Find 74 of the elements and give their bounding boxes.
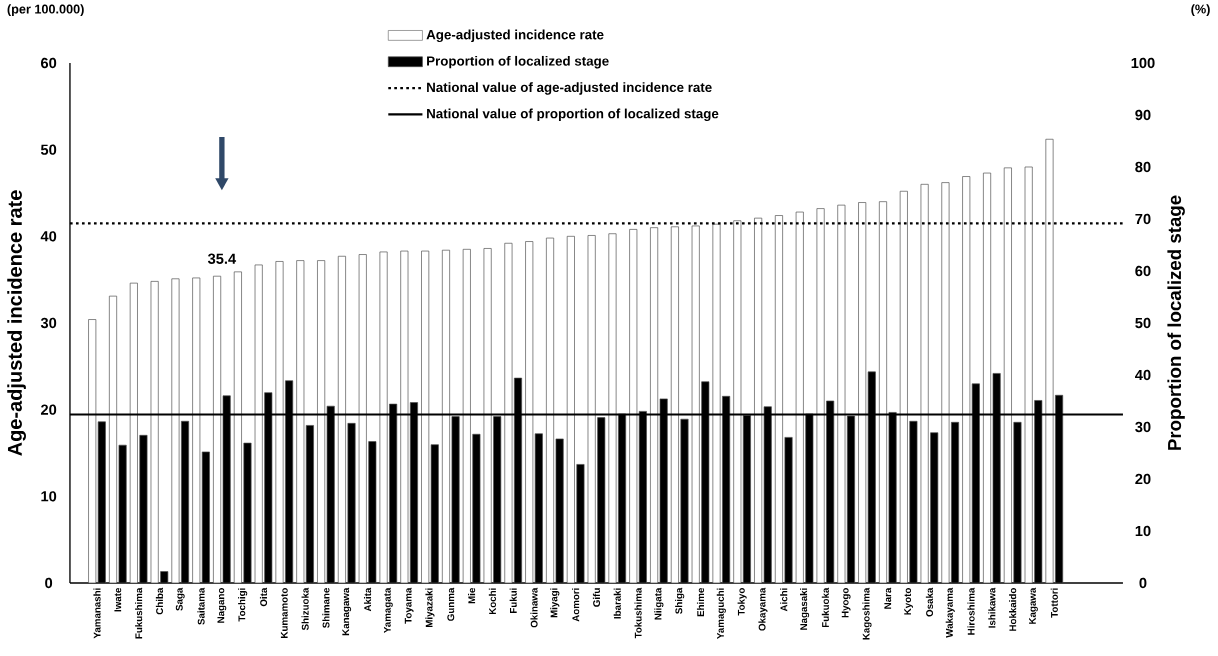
legend-label: National value of proportion of localized stage: [427, 108, 719, 122]
x-tick-label: Shiga: [675, 587, 685, 614]
y-axis-title: Age-adjusted incidence rate: [7, 190, 26, 456]
y2-tick-label: 80: [1135, 161, 1151, 173]
x-tick-label: Nagano: [217, 588, 227, 623]
x-tick-label: Kagoshima: [862, 587, 872, 640]
x-tick-label: Kanagawa: [342, 587, 352, 636]
legend-label: Proportion of localized stage: [427, 55, 609, 69]
x-tick-label: Mie: [468, 588, 476, 604]
x-tick-label: Okinawa: [530, 587, 538, 628]
y2-tick-label: 40: [1135, 369, 1151, 381]
text: (%): [1191, 4, 1210, 17]
x-tick-label: Miyazaki: [425, 588, 435, 628]
x-tick-label: Kochi: [488, 588, 496, 615]
x-tick-label: Kumamoto: [280, 588, 288, 638]
legend-label: Age-adjusted incidence rate: [426, 29, 604, 43]
x-tick-label: Ishikawa: [988, 587, 996, 628]
x-tick-label: Yamaguchi: [716, 588, 726, 639]
y2-tick-label: 20: [1135, 473, 1151, 485]
y-tick-label: 30: [40, 317, 57, 329]
y2-tick-label: 50: [1135, 317, 1151, 329]
x-tick-label: Saitama: [197, 587, 205, 625]
x-tick-label: Okayama: [758, 587, 768, 631]
y-tick-label: 60: [41, 57, 57, 69]
legend-label: National value of age-adjusted incidence rate: [427, 82, 712, 95]
x-tick-label: Kyoto: [904, 588, 913, 615]
x-tick-label: Tochigi: [238, 588, 248, 622]
x-tick-label: Fukushima: [135, 587, 143, 639]
x-tick-label: Nagasaki: [800, 588, 810, 630]
x-tick-label: Fukui: [509, 588, 517, 613]
x-tick-label: Toyama: [404, 587, 414, 624]
x-tick-label: Kagawa: [1029, 587, 1038, 624]
x-tick-label: Aomori: [572, 588, 580, 622]
x-tick-label: Wakayama: [945, 587, 955, 638]
y2-tick-label: 0: [1139, 577, 1147, 589]
x-tick-label: Miyagi: [550, 588, 560, 618]
x-tick-label: Yamanashi: [93, 588, 101, 639]
x-tick-label: Fukuoka: [821, 587, 829, 628]
x-tick-label: Yamagata: [383, 587, 393, 633]
x-tick-label: Niigata: [654, 587, 664, 620]
x-tick-label: Tottori: [1050, 588, 1058, 618]
y2-tick-label: 60: [1135, 265, 1151, 277]
y2-tick-label: 100: [1131, 57, 1155, 69]
x-tick-label: Chiba: [155, 587, 164, 615]
y-tick-label: 40: [40, 231, 57, 242]
x-tick-label: Saga: [175, 587, 185, 611]
y2-tick-label: 70: [1135, 213, 1151, 225]
y2-tick-label: 90: [1135, 109, 1151, 121]
y-tick-label: 10: [41, 491, 57, 502]
y-tick-label: 0: [45, 577, 53, 589]
x-tick-label: Iwate: [114, 588, 122, 612]
y-tick-label: 50: [40, 144, 57, 155]
x-tick-label: Tokyo: [737, 588, 747, 616]
x-tick-label: Gunma: [447, 587, 455, 621]
y-tick-label: 20: [40, 404, 57, 415]
y2-axis-title: Proportion of localized stage: [1167, 195, 1185, 450]
y2-tick-label: 30: [1135, 421, 1151, 433]
x-tick-label: Shizuoka: [301, 587, 309, 631]
x-tick-label: Osaka: [925, 587, 933, 617]
y2-tick-label: 10: [1135, 525, 1151, 537]
x-tick-label: Hokkaido: [1009, 588, 1017, 631]
x-tick-label: Hyogo: [841, 588, 851, 618]
x-tick-label: Nara: [884, 587, 892, 609]
x-tick-label: Tokushima: [634, 587, 642, 639]
annotation: 35.4: [207, 253, 237, 264]
x-tick-label: Oita: [259, 587, 268, 607]
x-tick-label: Aichi: [780, 588, 788, 612]
x-tick-label: Ehime: [696, 588, 705, 617]
x-tick-label: Hiroshima: [967, 587, 975, 635]
x-tick-label: Gifu: [592, 588, 601, 607]
text: (per 100.000): [7, 4, 84, 17]
x-tick-label: Ibaraki: [613, 588, 621, 619]
x-tick-label: Shimane: [322, 588, 330, 628]
x-tick-label: Akita: [363, 587, 372, 612]
